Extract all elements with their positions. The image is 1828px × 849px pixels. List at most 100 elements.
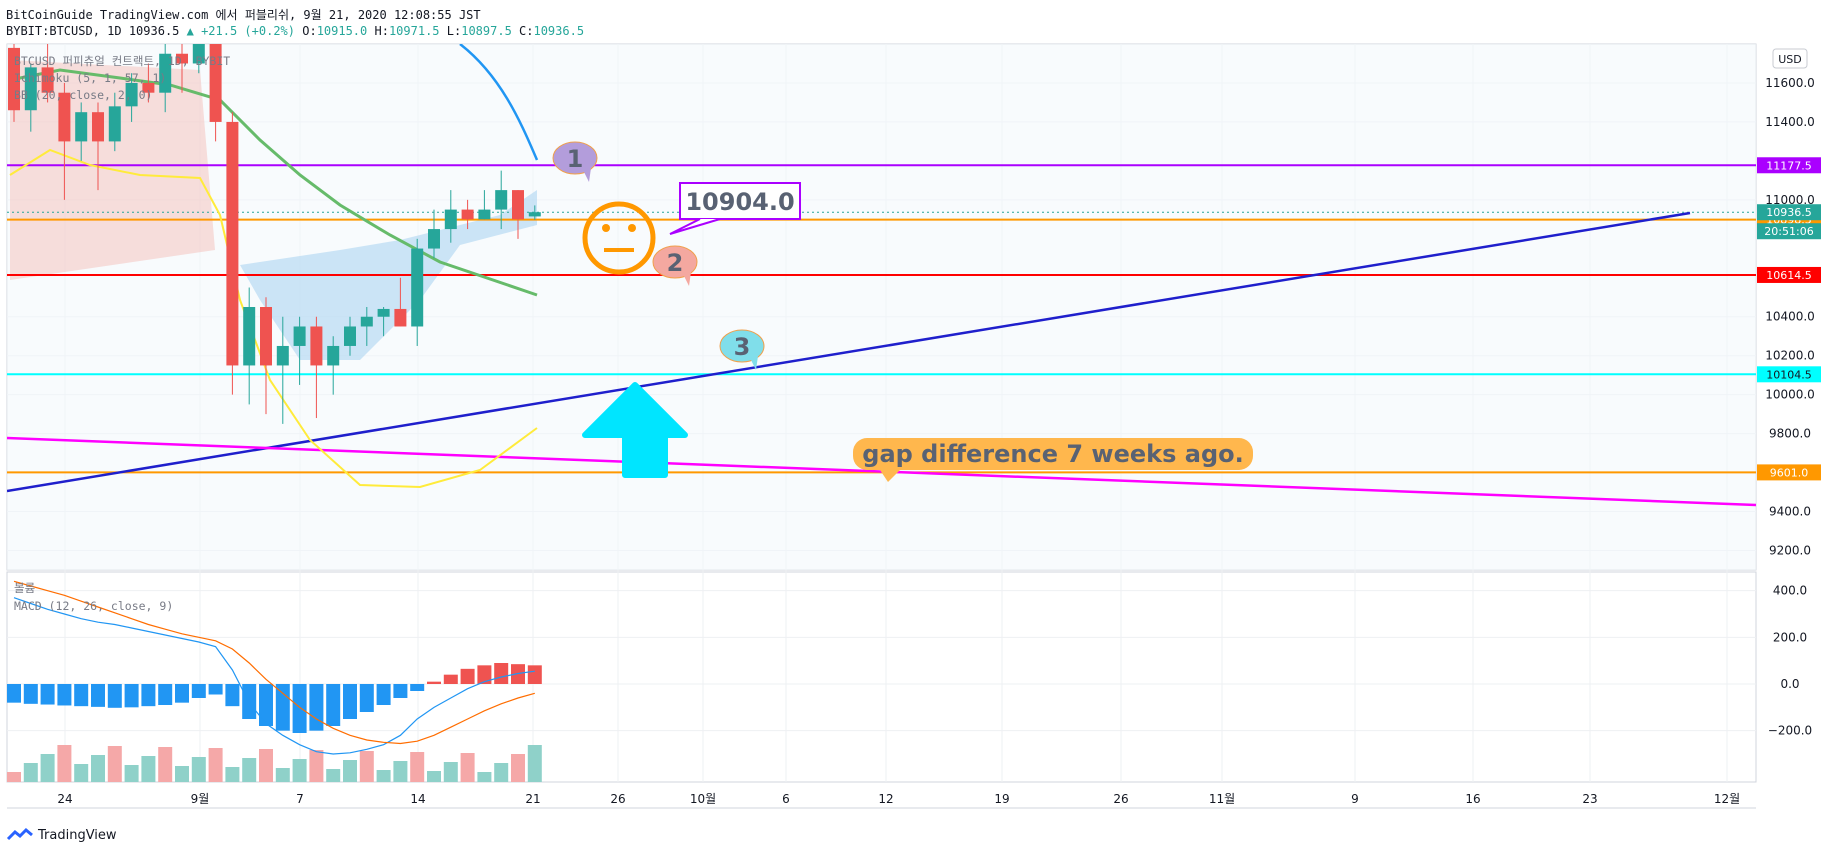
face-outline — [582, 201, 656, 275]
macd-histogram-bar — [57, 684, 72, 706]
y-tick-label: 11000.0 — [1765, 193, 1815, 207]
bubble-1: 1 — [552, 141, 598, 182]
volume-bar — [225, 767, 240, 782]
x-tick-label: 9월 — [191, 792, 210, 806]
macd-tick-label: 400.0 — [1773, 584, 1807, 598]
face-eye — [602, 224, 610, 232]
candle-body — [360, 316, 373, 327]
macd-histogram-bar — [359, 684, 374, 712]
x-tick-label: 9 — [1351, 792, 1359, 806]
currency-button[interactable] — [1772, 48, 1808, 69]
volume-bar — [309, 750, 324, 782]
macd-histogram-bar — [393, 684, 408, 698]
macd-line — [13, 597, 535, 755]
volume-bar — [191, 757, 206, 782]
volume-bar — [460, 753, 475, 782]
price-callout-box — [679, 182, 801, 220]
candle-body — [41, 67, 54, 93]
symbol-label: BYBIT:BTCUSD, 1D 10936.5 — [6, 24, 180, 38]
macd-histogram-bar — [141, 684, 156, 707]
candle-body — [260, 307, 272, 366]
candle-body — [24, 67, 37, 111]
candle-body — [444, 209, 457, 230]
volume-bar — [259, 749, 273, 782]
candle-body — [344, 326, 356, 346]
y-tick-label: 11400.0 — [1765, 115, 1815, 129]
volume-bar — [242, 758, 257, 782]
x-tick-label: 7 — [296, 792, 304, 806]
price-level-label: 11177.5 — [1766, 159, 1812, 172]
macd-histogram-bar — [460, 668, 475, 684]
price-tag — [1757, 204, 1821, 221]
price-callout-pointer — [669, 218, 721, 235]
macd-histogram-bar — [410, 684, 425, 691]
macd-histogram-bar — [326, 684, 341, 726]
candle-body — [394, 308, 407, 327]
bubble-1-label: 1 — [567, 145, 584, 173]
gap-note-tail — [880, 470, 900, 482]
bubble-3-label: 3 — [734, 333, 751, 361]
y-tick-label: 10200.0 — [1765, 349, 1815, 363]
macd-histogram-bar — [40, 684, 55, 705]
x-tick-label: 12 — [878, 792, 893, 806]
macd-legend: MACD (12, 26, close, 9) — [14, 599, 173, 613]
macd-histogram-bar — [191, 684, 206, 698]
volume-bar — [359, 751, 374, 782]
indicator-title: BTCUSD 퍼피츄얼 컨트랙트, 1D, BYBIT — [14, 54, 230, 68]
volume-bar — [292, 759, 307, 782]
volume-bar — [23, 763, 38, 782]
macd-histogram-bar — [7, 684, 21, 703]
price-tag-label: 20:51:06 — [1764, 225, 1813, 238]
volume-bar — [275, 768, 290, 782]
x-tick-label: 23 — [1582, 792, 1597, 806]
macd-histogram-bar — [477, 665, 492, 684]
macd-histogram-bar — [107, 684, 122, 708]
bubble-2-label: 2 — [667, 249, 684, 277]
volume-bar — [158, 747, 173, 782]
candle-body — [310, 326, 323, 366]
bb-legend: BB (20, close, 2, 0) — [14, 88, 152, 102]
volume-bar — [410, 752, 425, 782]
volume-bar — [343, 760, 357, 782]
y-tick-label: 10000.0 — [1765, 388, 1815, 402]
candle-body — [92, 112, 104, 142]
up-arrow-icon — [582, 382, 688, 478]
macd-histogram-bar — [275, 684, 290, 731]
volume-bar — [107, 746, 122, 782]
x-tick-label: 6 — [782, 792, 790, 806]
macd-tick-label: −200.0 — [1768, 724, 1812, 738]
volume-bar — [175, 766, 189, 782]
x-tick-label: 10월 — [690, 792, 716, 806]
price-level-label: 10614.5 — [1766, 269, 1812, 282]
ichimoku-legend: Ichimoku (5, 1, 57, 1) — [14, 71, 166, 85]
x-tick-label: 19 — [994, 792, 1009, 806]
price-tag-label: 10936.5 — [1766, 206, 1812, 219]
volume-bar — [7, 772, 21, 782]
face-eye — [628, 224, 636, 232]
macd-histogram-bar — [376, 684, 391, 705]
candle-body — [243, 307, 256, 366]
x-tick-label: 11월 — [1209, 792, 1235, 806]
volume-bar — [74, 764, 89, 782]
uptrend-line — [7, 211, 1691, 493]
candle-body — [528, 212, 541, 217]
macd-histogram-bar — [427, 681, 441, 684]
low-value: 10897.5 — [461, 24, 512, 38]
candle-body — [478, 209, 491, 220]
candle-body — [192, 44, 205, 64]
candle-body — [125, 82, 138, 107]
macd-histogram-bar — [225, 684, 240, 707]
volume-bar — [57, 745, 72, 782]
volume-bar — [527, 745, 542, 782]
macd-histogram-bar — [208, 684, 223, 695]
volume-bar — [40, 754, 55, 782]
bb-middle-line — [9, 68, 538, 297]
x-tick-label: 21 — [525, 792, 540, 806]
candle-body — [495, 190, 508, 210]
y-tick-label: 9800.0 — [1769, 427, 1811, 441]
price-level-label: 10104.5 — [1766, 368, 1812, 381]
footer-brand[interactable]: TradingView — [6, 827, 117, 843]
volume-bar — [511, 754, 525, 782]
signal-line — [13, 580, 535, 745]
